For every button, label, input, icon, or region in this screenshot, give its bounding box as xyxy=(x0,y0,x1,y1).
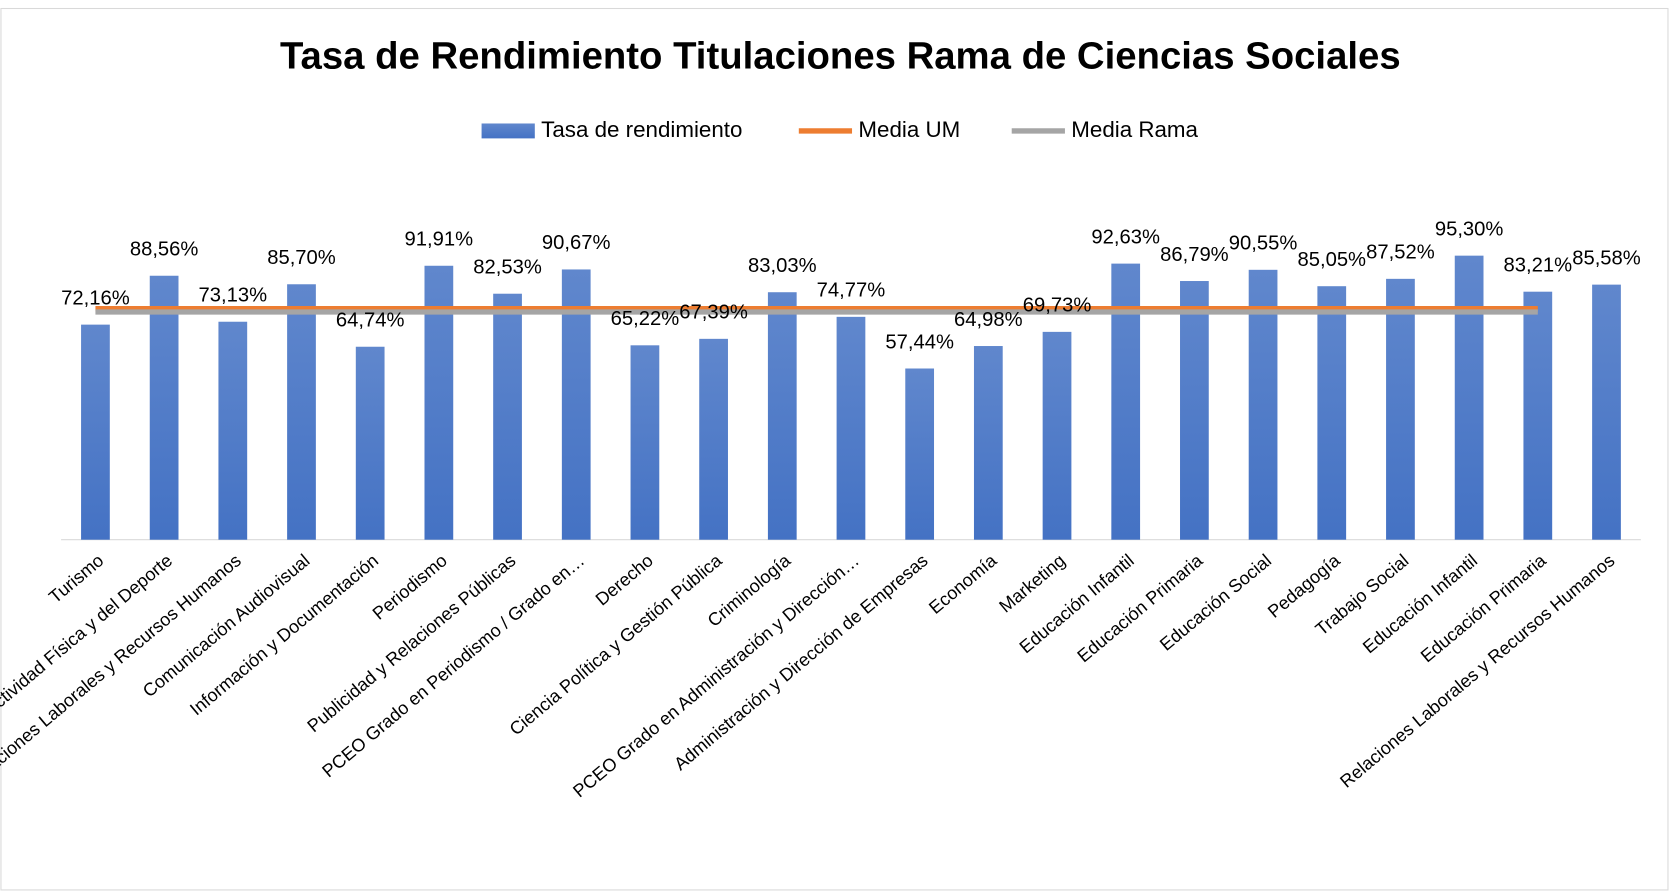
bar xyxy=(493,293,522,540)
bar xyxy=(1042,331,1072,540)
data-label: 83,21% xyxy=(1504,254,1573,276)
bar xyxy=(767,292,797,540)
data-label: 64,98% xyxy=(954,309,1023,331)
data-label: 85,70% xyxy=(267,247,336,269)
data-label: 57,44% xyxy=(885,331,954,353)
data-label: 73,13% xyxy=(199,285,268,307)
bar xyxy=(905,368,935,540)
bar xyxy=(81,324,110,540)
data-label: 87,52% xyxy=(1366,242,1435,264)
data-label: 69,73% xyxy=(1023,295,1092,317)
bar xyxy=(355,346,385,540)
chart-border xyxy=(0,7,1669,891)
legend-label: Tasa de rendimiento xyxy=(541,117,742,142)
data-label: 90,67% xyxy=(542,232,611,254)
bar xyxy=(973,346,1003,540)
bar xyxy=(287,284,316,540)
bar xyxy=(1248,269,1278,540)
data-label: 64,74% xyxy=(336,310,405,332)
bar xyxy=(836,316,866,540)
data-label: 91,91% xyxy=(405,229,474,251)
bar xyxy=(1523,291,1553,540)
legend: Tasa de rendimiento Media UM Media Rama xyxy=(481,117,1199,142)
data-label: 92,63% xyxy=(1091,226,1160,248)
bar xyxy=(1111,263,1141,540)
chart-title: Tasa de Rendimiento Titulaciones Rama de… xyxy=(280,35,1401,78)
data-label: 88,56% xyxy=(130,239,199,261)
bar xyxy=(699,338,728,540)
legend-label: Media Rama xyxy=(1071,117,1198,142)
legend-swatch xyxy=(481,123,535,139)
data-label: 67,39% xyxy=(679,302,748,324)
data-label: 86,79% xyxy=(1160,244,1229,266)
bar xyxy=(218,321,248,540)
data-label: 65,22% xyxy=(611,308,680,330)
data-label: 72,16% xyxy=(61,287,130,309)
data-label: 95,30% xyxy=(1435,218,1504,240)
data-label: 90,55% xyxy=(1229,233,1298,255)
data-label: 83,03% xyxy=(748,255,817,277)
bar xyxy=(1386,278,1415,540)
bar xyxy=(1454,255,1484,540)
bar xyxy=(630,345,660,540)
bar xyxy=(1317,286,1347,540)
bar xyxy=(1592,284,1621,540)
legend-label: Media UM xyxy=(858,117,960,142)
bar xyxy=(149,275,179,540)
data-label: 74,77% xyxy=(817,280,886,302)
data-label: 82,53% xyxy=(473,257,542,279)
data-label: 85,05% xyxy=(1297,249,1366,271)
bar xyxy=(1180,281,1209,540)
data-label: 85,58% xyxy=(1572,247,1641,269)
